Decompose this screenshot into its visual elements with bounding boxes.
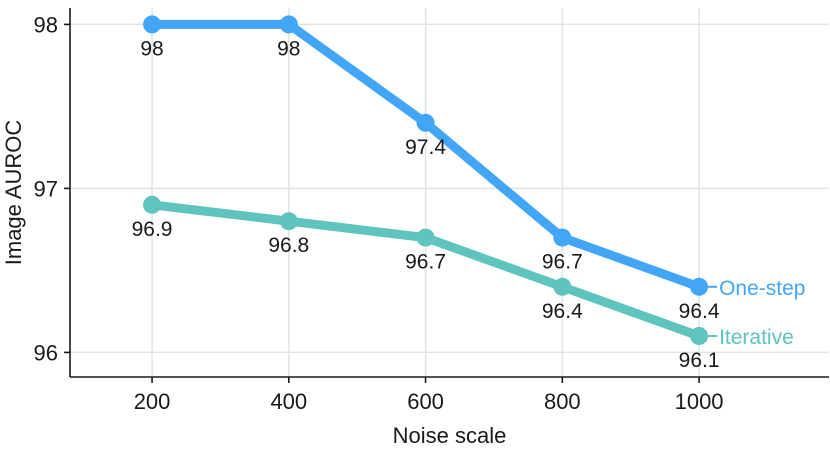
series-layer bbox=[143, 15, 709, 345]
iterative-series-label: Iterative bbox=[719, 326, 794, 349]
one-step-value-label: 96.7 bbox=[542, 251, 583, 274]
iterative-point bbox=[553, 277, 572, 296]
iterative-point bbox=[416, 228, 435, 247]
one-step-value-label: 98 bbox=[140, 37, 163, 60]
one-step-value-label: 97.4 bbox=[405, 136, 446, 159]
grid-layer bbox=[70, 8, 829, 377]
x-axis-title: Noise scale bbox=[393, 423, 507, 448]
iterative-point bbox=[279, 212, 298, 231]
iterative-value-label: 96.1 bbox=[679, 349, 720, 372]
y-axis-title: Image AUROC bbox=[1, 120, 26, 266]
axes-layer bbox=[69, 8, 829, 378]
y-tick-label: 98 bbox=[34, 12, 58, 37]
y-tick-label: 96 bbox=[34, 340, 58, 365]
iterative-value-label: 96.7 bbox=[405, 251, 446, 274]
one-step-point bbox=[279, 15, 298, 34]
iterative-value-label: 96.4 bbox=[542, 300, 583, 323]
y-tick-label: 97 bbox=[34, 176, 58, 201]
x-tick-label: 800 bbox=[544, 389, 581, 414]
one-step-value-label: 98 bbox=[277, 37, 300, 60]
one-step-point bbox=[143, 15, 162, 34]
x-tick-label: 200 bbox=[134, 389, 171, 414]
x-tick-label: 400 bbox=[270, 389, 307, 414]
iterative-point bbox=[143, 195, 162, 214]
iterative-point bbox=[690, 327, 709, 345]
data-labels-layer: 98 9897.496.796.4One-step96.996.896.796.4… bbox=[132, 37, 806, 372]
one-step-value-label: 96.4 bbox=[679, 300, 720, 323]
x-tick-label: 600 bbox=[407, 389, 444, 414]
one-step-point bbox=[416, 113, 435, 132]
iterative-value-label: 96.8 bbox=[268, 234, 309, 257]
one-step-point bbox=[690, 277, 709, 296]
x-tick-label: 1000 bbox=[675, 389, 724, 414]
one-step-point bbox=[553, 228, 572, 247]
ticks-layer: 200 400 600 800 1000 96 97 98 bbox=[34, 12, 724, 414]
one-step-series-label: One-step bbox=[719, 277, 805, 300]
iterative-value-label: 96.9 bbox=[132, 218, 173, 241]
